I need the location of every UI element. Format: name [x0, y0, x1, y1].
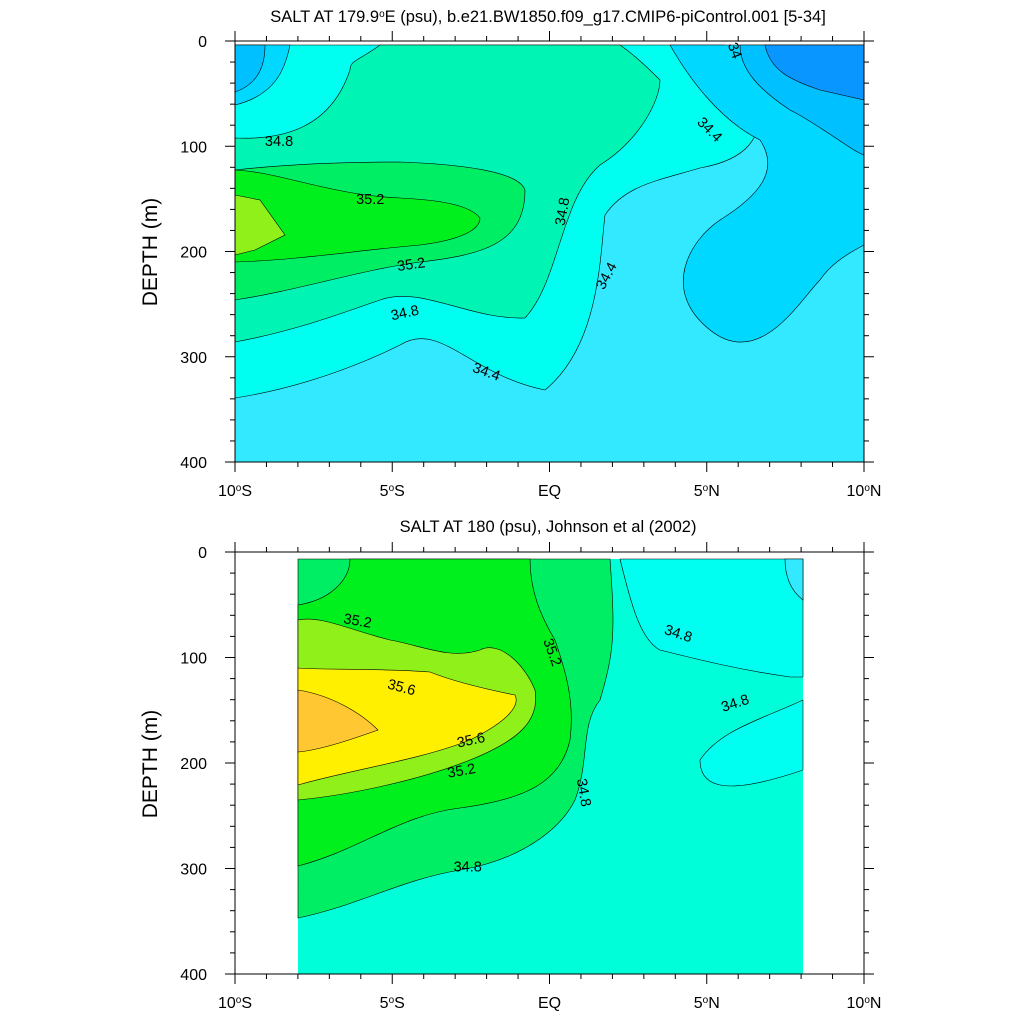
panel-bottom-ylabel: DEPTH (m) [139, 710, 162, 819]
x-tick-label: 10oS [218, 995, 252, 1013]
y-tick-label: 100 [180, 139, 207, 156]
panel-bottom-fills [297, 558, 804, 974]
contour-label: 35.2 [446, 761, 477, 782]
x-tick-label: 5oN [694, 995, 720, 1013]
y-tick-label: 200 [180, 245, 207, 262]
bottom-fill-34-4 [784, 558, 804, 601]
y-tick-label: 100 [180, 651, 207, 668]
bottom-fill-35-8 [297, 689, 379, 753]
panel-top-xticks: 10oS 5oS EQ 5oN 10oN [218, 31, 881, 500]
contour-label: 34.8 [573, 777, 594, 808]
panel-top-title: SALT AT 179.9oE (psu), b.e21.BW1850.f09_… [270, 8, 826, 26]
bottom-fill-34-6-b [699, 699, 804, 787]
panel-top-yticks: 0 100 200 300 400 [180, 34, 874, 472]
x-tick-label: 5oN [694, 483, 720, 501]
panel-bottom-yticks: 0 100 200 300 400 [180, 545, 874, 984]
y-tick-label: 300 [180, 862, 207, 879]
x-tick-label: 5oS [380, 995, 405, 1013]
y-tick-label: 300 [180, 350, 207, 367]
top-fill-35-2 [234, 169, 481, 263]
contour-label: 35.6 [456, 730, 487, 752]
y-tick-label: 0 [198, 545, 207, 562]
top-fill-34-2-west [234, 44, 266, 93]
top-fill-33-8 [764, 44, 865, 101]
contour-label: 34 [724, 40, 745, 61]
contour-label: 34.8 [553, 196, 574, 227]
panel-bottom-xticks: 10oS 5oS EQ 5oN 10oN [218, 542, 881, 1012]
x-tick-label: 10oN [847, 995, 882, 1013]
x-tick-label: EQ [538, 483, 561, 500]
contour-label: 34.8 [265, 134, 293, 150]
contour-label: 34.8 [454, 859, 482, 875]
bottom-fill-34-6 [619, 558, 804, 678]
contour-label: 35.2 [396, 255, 426, 275]
y-tick-label: 200 [180, 756, 207, 773]
contour-label: 35.2 [342, 611, 373, 632]
contour-label: 34.8 [390, 303, 421, 325]
panel-top: SALT AT 179.9oE (psu), b.e21.BW1850.f09_… [139, 8, 881, 500]
x-tick-label: EQ [538, 995, 561, 1012]
x-tick-label: 10oN [847, 483, 882, 501]
panel-bottom: SALT AT 180 (psu), Johnson et al (2002) … [139, 518, 881, 1012]
y-tick-label: 400 [180, 967, 207, 984]
y-tick-label: 0 [198, 34, 207, 51]
contour-label: 35.6 [386, 677, 417, 700]
bottom-fill-35-6 [297, 667, 517, 786]
panel-bottom-title: SALT AT 180 (psu), Johnson et al (2002) [400, 518, 697, 536]
x-tick-label: 10oS [218, 483, 252, 501]
panel-top-fills [234, 44, 865, 462]
panel-top-ylabel: DEPTH (m) [139, 198, 162, 307]
y-tick-label: 400 [180, 455, 207, 472]
x-tick-label: 5oS [380, 483, 405, 501]
contour-label: 35.2 [356, 192, 384, 208]
